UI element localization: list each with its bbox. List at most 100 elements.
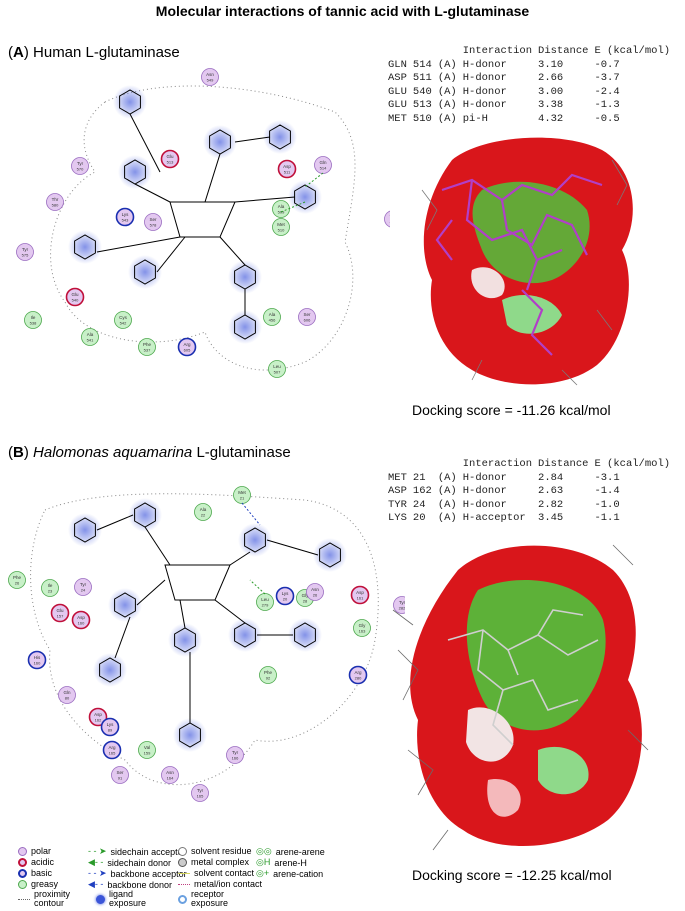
- table-cell: H-donor: [462, 99, 507, 111]
- header-cell: Interaction: [462, 458, 533, 470]
- table-cell: GLU: [388, 85, 407, 98]
- ester-bond: [219, 236, 246, 266]
- proximity-contour: [30, 493, 379, 786]
- legend-arene-arene: ◎◎ arene-arene: [256, 846, 325, 857]
- ester-bond: [134, 183, 171, 203]
- panel-b-letter: B: [13, 444, 24, 461]
- legend-label: backbone donor: [107, 879, 172, 890]
- protein-sticks: [421, 159, 628, 386]
- residue-number: 606: [304, 318, 311, 323]
- residue-name: Tyr: [232, 750, 239, 755]
- proximity-contour: [50, 85, 356, 371]
- panel-a-ligand-diagram: Asn549Glu513Asp511Gln514Tyr570Thr580Lys5…: [16, 68, 390, 378]
- table-row: ASP 162 (A) H-donor 2.63 -1.4: [388, 485, 676, 499]
- table-cell: (A): [437, 471, 457, 484]
- table-cell: 2.66: [538, 72, 564, 84]
- legend-label: ligand exposure: [109, 889, 147, 908]
- acidic-swatch-icon: [18, 857, 27, 867]
- polar-patch: [487, 779, 521, 817]
- table-cell: 2.63: [538, 485, 564, 497]
- ligand-exposure-blob: [203, 125, 237, 159]
- legend-metal-complex: metal complex: [178, 857, 249, 867]
- legend-backbone-donor: ◀- - backbone donor: [88, 879, 172, 890]
- legend-label: solvent residue: [191, 846, 252, 856]
- ester-bond: [156, 236, 186, 273]
- residue-name: Asp: [283, 164, 291, 169]
- panel-a-docking-score: Docking score = -11.26 kcal/mol: [412, 402, 611, 418]
- protein-sticks: [392, 544, 649, 851]
- table-cell: 24: [412, 498, 426, 511]
- aromatic-ring: [179, 722, 201, 748]
- header-cell: [413, 458, 438, 472]
- residue-number: 164: [167, 776, 174, 781]
- residue-name: Tyr: [197, 788, 204, 793]
- table-cell: GLN: [388, 58, 407, 71]
- ligand-exposure-blob: [263, 120, 297, 154]
- arene-h-icon: ◎H: [256, 857, 271, 867]
- ester-bond: [96, 514, 134, 531]
- ligand-exposure-blob: [108, 588, 142, 622]
- residue-number: 157: [57, 614, 64, 619]
- residue-name: Tyr: [77, 161, 84, 166]
- exposure-swatch-icon: [96, 894, 105, 904]
- hydrophobic-patch: [472, 181, 590, 284]
- ligand-sticks: [435, 173, 603, 356]
- residue-name: Ile: [31, 315, 36, 320]
- table-cell: TYR: [388, 498, 407, 511]
- legend-label: arene-arene: [275, 846, 325, 857]
- table-cell: 3.45: [538, 512, 564, 524]
- ester-bond: [204, 153, 221, 203]
- residue-number: 163: [359, 629, 366, 634]
- panel-a-letter: A: [13, 44, 24, 61]
- table-row: GLU 540 (A) H-donor 3.00 -2.4: [388, 86, 676, 100]
- residue-name: Thr: [52, 197, 59, 202]
- residue-name: Ser: [303, 312, 311, 317]
- arene-arene-icon: ◎◎: [256, 846, 272, 856]
- residue-number: 542: [120, 321, 127, 326]
- residue-number: 24: [81, 588, 86, 593]
- legend-arene-cation: ◎+ arene-cation: [256, 868, 323, 879]
- residue-name: Ser: [116, 770, 124, 775]
- header-cell: [388, 45, 413, 59]
- aromatic-ring: [114, 592, 136, 618]
- legend-metal-ion-contact: metal/ion contact: [178, 879, 262, 889]
- legend-label: receptor exposure: [191, 889, 229, 908]
- legend-receptor-exposure: receptor exposure: [178, 890, 236, 908]
- aromatic-ring: [234, 314, 256, 340]
- residue-number: 575: [22, 253, 29, 258]
- legend-proximity: proximity contour: [18, 890, 86, 908]
- table-cell: LYS: [388, 512, 407, 524]
- panel-a-docking-surface: [421, 137, 633, 386]
- ligand-exposure-blob: [128, 255, 162, 289]
- header-cell: E (kcal/mol): [594, 45, 671, 57]
- table-row: GLN 514 (A) H-donor 3.10 -0.7: [388, 59, 676, 73]
- residue-name: Leu: [261, 597, 269, 602]
- table-cell: MET: [388, 471, 407, 484]
- legend-label: arene-H: [274, 857, 307, 868]
- legend-label: solvent contact: [194, 868, 255, 878]
- table-cell: 3.10: [538, 58, 564, 71]
- legend-label: basic: [31, 868, 53, 878]
- residue-name: Ala: [200, 507, 207, 512]
- ligand-exposure-blob: [93, 653, 127, 687]
- residue-number: 166: [232, 756, 239, 761]
- aromatic-ring: [174, 627, 196, 653]
